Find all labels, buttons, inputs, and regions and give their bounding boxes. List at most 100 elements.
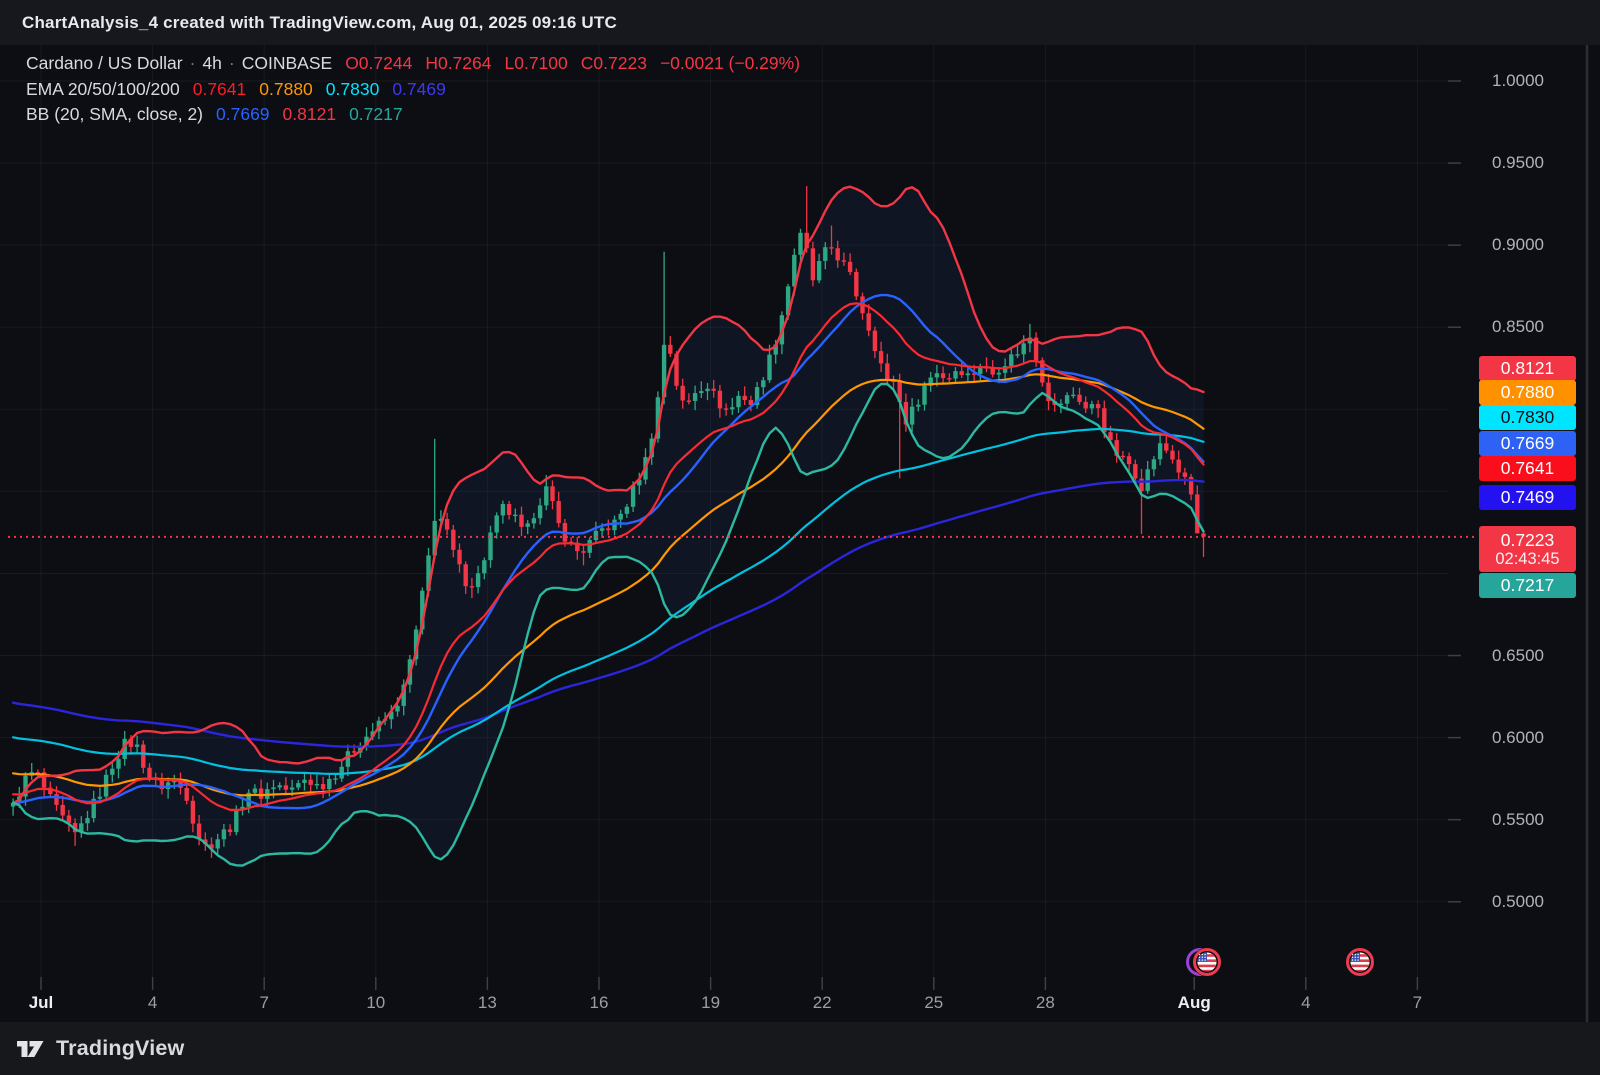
- candle: [513, 514, 518, 517]
- candle: [1077, 394, 1082, 402]
- time-tick-22: 22: [812, 993, 832, 1012]
- candle: [283, 785, 289, 790]
- price-chart-canvas[interactable]: [0, 45, 1600, 1022]
- candle: [35, 772, 41, 774]
- legend-ema-row[interactable]: EMA 20/50/100/200 0.7641 0.7880 0.7830 0.746…: [26, 77, 800, 103]
- candle: [1002, 366, 1008, 373]
- candle: [48, 787, 53, 794]
- candle: [537, 505, 543, 519]
- candle: [1164, 443, 1169, 451]
- candle: [804, 232, 809, 249]
- candle: [897, 382, 902, 402]
- price-tag-0.7223: 0.7223 02:43:45: [1479, 526, 1576, 572]
- ema-value-3: 0.7469: [392, 78, 446, 99]
- candle: [110, 768, 115, 775]
- candle: [866, 313, 871, 331]
- time-tick-Jul: Jul: [28, 993, 54, 1012]
- candle: [215, 839, 220, 849]
- candle: [314, 784, 320, 786]
- us-flag-event-icon[interactable]: [1186, 947, 1222, 977]
- time-tick-25: 25: [924, 993, 944, 1012]
- us-flag-event-icon[interactable]: [1346, 948, 1374, 976]
- candle: [320, 784, 326, 790]
- candle: [754, 387, 760, 406]
- candle: [463, 564, 468, 587]
- candle: [209, 844, 214, 849]
- candle: [190, 800, 196, 824]
- candle: [612, 519, 617, 531]
- bb-basis-line: [11, 293, 1205, 810]
- bb-value-1: 0.8121: [282, 104, 337, 124]
- symbol-name: Cardano / US Dollar: [26, 53, 183, 73]
- candle: [730, 407, 735, 410]
- candle: [66, 815, 72, 823]
- price-tick-0.9000: 0.9000: [1492, 235, 1544, 255]
- candle: [1170, 450, 1175, 460]
- candle: [847, 261, 853, 272]
- time-tick-7: 7: [259, 993, 269, 1012]
- candle: [271, 787, 276, 790]
- time-tick-4: 4: [1301, 993, 1311, 1012]
- candle: [469, 586, 475, 588]
- price-tick-0.6000: 0.6000: [1492, 727, 1544, 747]
- candle: [655, 397, 661, 439]
- candle: [593, 530, 599, 540]
- candle: [172, 780, 177, 783]
- tradingview-logo-icon[interactable]: [16, 1037, 46, 1061]
- candle: [1120, 455, 1126, 458]
- candle: [122, 738, 127, 759]
- candle: [401, 684, 406, 706]
- ema-values: 0.7641 0.7880 0.7830 0.7469: [180, 79, 446, 99]
- candle: [854, 272, 859, 297]
- ohlc-values: O0.7244 H0.7264 L0.7100 C0.7223 −0.0021 (−0.…: [332, 53, 800, 73]
- candle: [79, 823, 84, 833]
- brand-name[interactable]: TradingView: [56, 1036, 185, 1060]
- legend-symbol-row[interactable]: Cardano / US Dollar · 4h · COINBASE O0.7244 H0…: [26, 53, 801, 73]
- candle: [475, 573, 481, 588]
- candle: [965, 373, 971, 376]
- candle: [1114, 440, 1119, 456]
- price-tick-0.5000: 0.5000: [1492, 891, 1544, 911]
- bb-values: 0.7669 0.8121 0.7217: [203, 104, 403, 124]
- candle: [395, 705, 400, 712]
- candle: [339, 766, 344, 779]
- candle: [494, 515, 499, 533]
- candle: [637, 479, 642, 486]
- candle: [370, 731, 375, 737]
- chart-legend: Cardano / US Dollar · 4h · COINBASE O0.7244 H0…: [26, 51, 800, 128]
- candle: [767, 354, 772, 381]
- candle: [60, 804, 65, 816]
- candle: [959, 371, 964, 376]
- candle: [885, 363, 890, 381]
- candle: [1095, 404, 1101, 409]
- candle: [159, 778, 165, 789]
- candle: [221, 829, 227, 840]
- candle: [134, 744, 140, 747]
- candle: [810, 248, 816, 281]
- candle: [692, 393, 698, 401]
- ohlc-o: O0.7244: [345, 53, 413, 73]
- ema-value-2: 0.7830: [325, 78, 380, 99]
- candle: [333, 778, 338, 780]
- footer-bar: TradingView: [0, 1022, 1600, 1075]
- bb-lower-line: [11, 382, 1205, 867]
- candle: [711, 388, 716, 391]
- price-tick-0.9500: 0.9500: [1492, 153, 1544, 173]
- bb-value-0: 0.7669: [216, 104, 270, 124]
- candle: [506, 504, 512, 515]
- candle: [1009, 354, 1014, 367]
- candle: [1188, 476, 1194, 495]
- candle: [116, 759, 121, 769]
- candle: [23, 775, 28, 797]
- candle: [978, 367, 983, 374]
- candle: [599, 528, 605, 531]
- candle: [829, 247, 834, 249]
- candle: [556, 501, 561, 524]
- title-bar: ChartAnalysis_4 created with TradingView…: [0, 0, 1600, 45]
- candle: [1040, 360, 1045, 383]
- candle: [841, 260, 847, 262]
- candle: [581, 551, 586, 553]
- legend-bb-row[interactable]: BB (20, SMA, close, 2) 0.7669 0.8121 0.7217: [26, 102, 800, 128]
- bb-upper-line: [11, 185, 1205, 805]
- candle: [444, 519, 450, 530]
